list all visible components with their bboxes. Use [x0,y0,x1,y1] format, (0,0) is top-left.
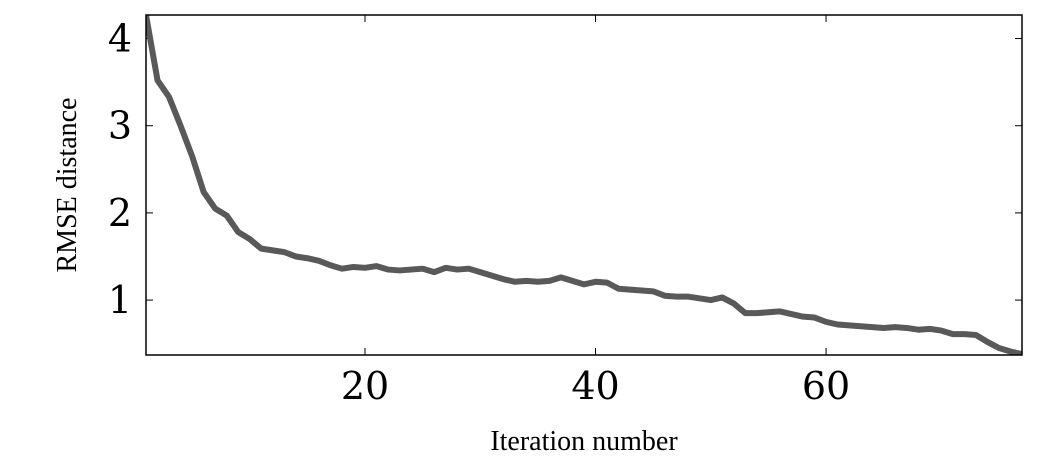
x-tick-label: 20 [341,364,389,408]
y-axis-label: RMSE distance [52,98,83,273]
axis-ticks [146,15,1022,355]
rmse-series-line [146,15,1022,355]
y-tick-label: 3 [108,104,132,148]
y-tick-label: 2 [108,191,132,235]
tick-labels: 20 40 60 1 2 3 4 [108,17,850,408]
y-tick-label: 4 [108,17,132,61]
x-tick-label: 40 [571,364,619,408]
x-tick-label: 60 [802,364,850,408]
y-tick-label: 1 [108,278,132,322]
series-layer [146,15,1022,355]
plot-frame [145,14,1023,356]
x-axis-label: Iteration number [490,426,678,457]
